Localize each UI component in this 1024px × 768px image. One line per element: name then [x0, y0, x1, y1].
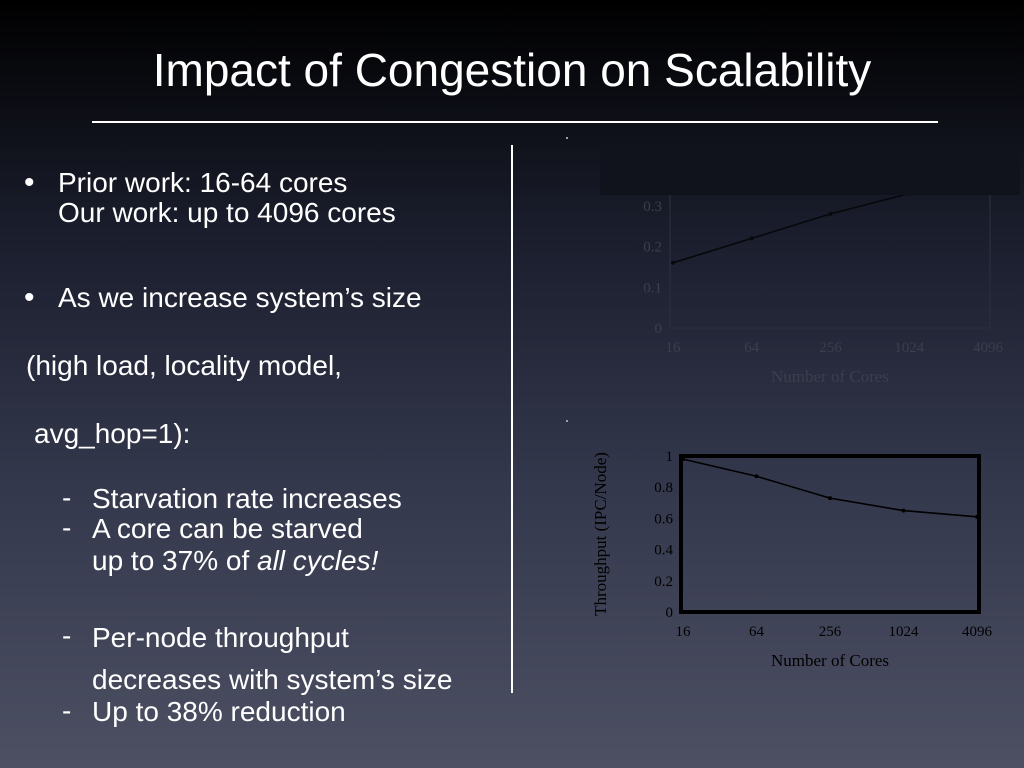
x-tick-label: 256	[819, 624, 842, 640]
x-tick-label: 64	[749, 624, 765, 640]
series-line	[672, 176, 989, 264]
sub-point-4: Up to 38% reduction	[92, 696, 346, 727]
bullet-1-line-2: Our work: up to 4096 cores	[58, 197, 396, 228]
x-tick-label: 16	[666, 340, 682, 356]
y-tick-label: 1	[666, 449, 674, 465]
data-point	[828, 211, 833, 216]
bullet-1-line-1: Prior work: 16-64 cores	[58, 167, 348, 198]
x-tick-label: 1024	[894, 340, 925, 356]
x-tick-label: 4096	[973, 340, 1004, 356]
x-tick-label: 256	[819, 340, 842, 356]
data-point	[749, 236, 754, 241]
y-tick-label: 0.3	[643, 199, 662, 215]
sub-point-3-line-2: decreases with system’s size	[92, 664, 453, 695]
bullet-icon: •	[24, 281, 35, 314]
occlusion-overlay	[600, 150, 1020, 195]
vertical-divider	[511, 145, 513, 693]
y-axis-label: Throughput (IPC/Node)	[591, 452, 610, 616]
paren-line-1: (high load, locality model,	[26, 350, 342, 381]
x-tick-label: 1024	[889, 624, 920, 640]
y-axis-label: Starvation Rate	[575, 194, 594, 299]
sub-point-2-line-1: A core can be starved	[92, 513, 363, 544]
bullet-icon: •	[24, 166, 35, 199]
y-tick-label: 0.4	[654, 543, 673, 559]
data-point	[986, 175, 990, 180]
x-tick-label: 16	[676, 624, 692, 640]
title-underline	[92, 121, 938, 123]
data-point	[754, 474, 759, 479]
data-point	[907, 191, 912, 196]
y-tick-label: 0.6	[654, 511, 673, 527]
y-tick-label: 0	[655, 321, 663, 337]
y-tick-label: 0.2	[643, 240, 662, 256]
series-line	[682, 458, 978, 518]
data-point	[975, 514, 979, 519]
y-tick-label: 0.1	[643, 280, 662, 296]
paren-line-2: avg_hop=1):	[34, 418, 191, 449]
data-point	[901, 508, 906, 513]
stray-dot	[566, 137, 568, 139]
dash-icon: -	[62, 512, 72, 543]
y-tick-label: 0	[666, 605, 674, 621]
sub-point-1: Starvation rate increases	[92, 483, 402, 514]
stray-dot	[566, 420, 568, 422]
dash-icon: -	[62, 695, 72, 726]
x-tick-label: 4096	[962, 624, 993, 640]
y-tick-label: 0.2	[654, 574, 673, 590]
data-point	[671, 260, 675, 265]
dash-icon: -	[62, 482, 72, 513]
y-tick-label: 0.8	[654, 480, 673, 496]
x-tick-label: 64	[744, 340, 760, 356]
data-point	[828, 496, 832, 501]
plot-frame	[679, 454, 981, 614]
data-point	[681, 457, 685, 462]
sub-point-2-prefix: up to 37% of	[92, 545, 258, 576]
slide-title: Impact of Congestion on Scalability	[152, 44, 872, 96]
x-axis-label: Number of Cores	[771, 651, 889, 670]
sub-point-2-emphasis: all cycles!	[257, 545, 379, 576]
dash-icon: -	[62, 620, 72, 651]
bullet-2-line-1: As we increase system’s size	[58, 282, 422, 313]
sub-point-3-line-1: Per-node throughput	[92, 622, 349, 653]
sub-point-2-line-2: up to 37% of all cycles!	[92, 545, 378, 577]
plot-frame	[669, 164, 991, 329]
x-axis-label: Number of Cores	[771, 367, 889, 386]
